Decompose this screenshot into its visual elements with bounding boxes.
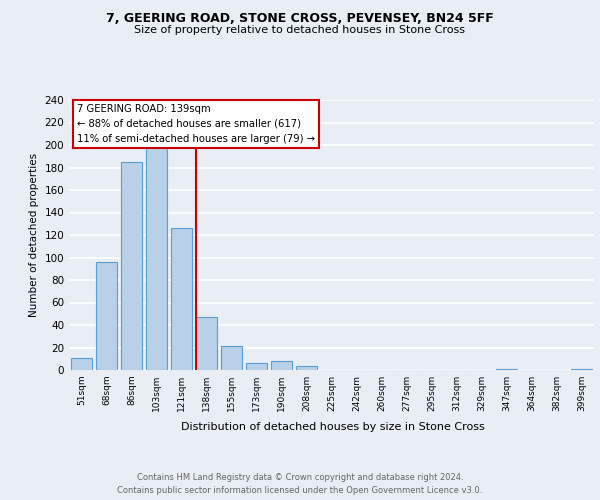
Text: 7, GEERING ROAD, STONE CROSS, PEVENSEY, BN24 5FF: 7, GEERING ROAD, STONE CROSS, PEVENSEY, … — [106, 12, 494, 26]
Bar — [71, 358, 92, 370]
Text: Size of property relative to detached houses in Stone Cross: Size of property relative to detached ho… — [134, 25, 466, 35]
Bar — [571, 369, 592, 370]
Bar — [171, 228, 192, 370]
Y-axis label: Number of detached properties: Number of detached properties — [29, 153, 39, 317]
Text: 7 GEERING ROAD: 139sqm
← 88% of detached houses are smaller (617)
11% of semi-de: 7 GEERING ROAD: 139sqm ← 88% of detached… — [77, 104, 315, 144]
Bar — [121, 162, 142, 370]
Bar — [146, 146, 167, 370]
Text: Contains public sector information licensed under the Open Government Licence v3: Contains public sector information licen… — [118, 486, 482, 495]
Bar — [496, 369, 517, 370]
Text: Distribution of detached houses by size in Stone Cross: Distribution of detached houses by size … — [181, 422, 485, 432]
Text: Contains HM Land Registry data © Crown copyright and database right 2024.: Contains HM Land Registry data © Crown c… — [137, 472, 463, 482]
Bar — [96, 262, 117, 370]
Bar — [271, 361, 292, 370]
Bar — [296, 366, 317, 370]
Bar — [196, 317, 217, 370]
Bar — [221, 346, 242, 370]
Bar — [246, 363, 267, 370]
